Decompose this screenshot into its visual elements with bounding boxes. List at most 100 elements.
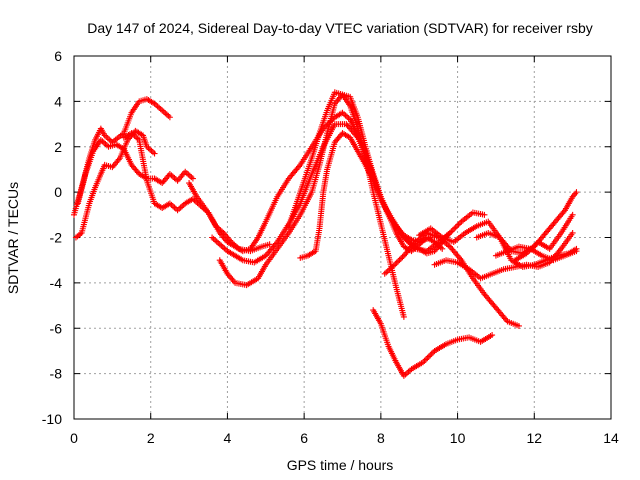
data-point (523, 250, 530, 257)
data-point (186, 172, 193, 179)
series-arc-3 (74, 136, 196, 207)
x-tick-label: 6 (300, 430, 308, 446)
data-point (341, 111, 348, 118)
data-point (452, 224, 459, 231)
data-point (569, 229, 576, 236)
data-point (189, 175, 196, 182)
data-point (530, 243, 537, 250)
data-point (162, 110, 169, 117)
data-point (421, 357, 428, 364)
data-point (104, 135, 111, 142)
data-point (529, 244, 536, 251)
data-point (179, 203, 186, 210)
data-point (527, 246, 534, 253)
data-point (381, 270, 388, 277)
series-arc-9 (297, 130, 453, 261)
y-tick-label: 4 (54, 93, 62, 109)
data-point (188, 174, 195, 181)
x-tick-label: 8 (377, 430, 385, 446)
data-point (148, 147, 155, 154)
data-point (448, 228, 455, 235)
data-point (532, 241, 539, 248)
data-point (150, 149, 157, 156)
data-point (393, 259, 400, 266)
data-point (154, 103, 161, 110)
data-point (210, 235, 217, 242)
data-point (212, 237, 219, 244)
data-point (454, 222, 461, 229)
y-tick-label: -4 (50, 275, 63, 291)
y-tick-label: -8 (50, 366, 63, 382)
series-arc-7 (216, 91, 446, 289)
data-point (455, 221, 462, 228)
series-arc-16 (512, 211, 576, 264)
data-point (169, 173, 176, 180)
data-point (451, 225, 458, 232)
data-point (165, 112, 172, 119)
data-series (71, 89, 580, 379)
x-tick-label: 10 (450, 430, 466, 446)
data-point (163, 111, 170, 118)
x-axis: 0 2 4 6 8 10 12 14 (70, 56, 619, 446)
data-point (106, 136, 113, 143)
y-tick-label: -2 (50, 230, 63, 246)
data-point (397, 255, 404, 262)
x-tick-label: 14 (603, 430, 619, 446)
data-point (160, 108, 167, 115)
data-point (424, 355, 431, 362)
data-point (166, 114, 173, 121)
data-point (456, 220, 463, 227)
data-point (344, 113, 351, 120)
data-point (422, 356, 429, 363)
data-point (449, 227, 456, 234)
data-point (489, 332, 496, 339)
data-point (395, 258, 402, 265)
data-point (216, 241, 223, 248)
data-point (427, 352, 434, 359)
y-tick-label: 6 (54, 48, 62, 64)
data-point (209, 234, 216, 241)
x-tick-label: 4 (224, 430, 232, 446)
data-point (569, 211, 576, 218)
data-point (266, 241, 273, 248)
data-point (396, 256, 403, 263)
data-point (384, 268, 391, 275)
data-point (213, 238, 220, 245)
data-point (573, 248, 580, 255)
x-tick-label: 0 (70, 430, 78, 446)
data-point (177, 204, 184, 211)
data-point (185, 171, 192, 178)
y-tick-label: -6 (50, 320, 63, 336)
data-point (430, 349, 437, 356)
data-point (151, 150, 158, 157)
data-point (389, 263, 396, 270)
chart-title: Day 147 of 2024, Sidereal Day-to-day VTE… (87, 20, 593, 36)
data-point (428, 350, 435, 357)
y-axis-label: SDTVAR / TECUs (5, 182, 21, 294)
x-tick-label: 12 (526, 430, 542, 446)
data-point (146, 146, 153, 153)
data-point (515, 322, 522, 329)
series-arc-2 (72, 127, 158, 241)
data-point (215, 239, 222, 246)
data-point (77, 231, 84, 238)
data-point (420, 359, 427, 366)
data-point (481, 211, 488, 218)
data-point (323, 122, 330, 129)
data-point (392, 261, 399, 268)
y-tick-label: -10 (42, 411, 62, 427)
y-axis: -10 -8 -6 -4 -2 0 2 4 6 (42, 48, 611, 427)
data-point (218, 242, 225, 249)
data-point (439, 245, 446, 252)
x-axis-label: GPS time / hours (287, 457, 394, 473)
x-tick-label: 2 (147, 430, 155, 446)
data-point (383, 269, 390, 276)
data-point (573, 189, 580, 196)
y-tick-label: 2 (54, 139, 62, 155)
data-point (103, 142, 110, 149)
data-point (219, 244, 226, 251)
data-point (174, 207, 181, 214)
data-point (525, 248, 532, 255)
data-point (390, 262, 397, 269)
